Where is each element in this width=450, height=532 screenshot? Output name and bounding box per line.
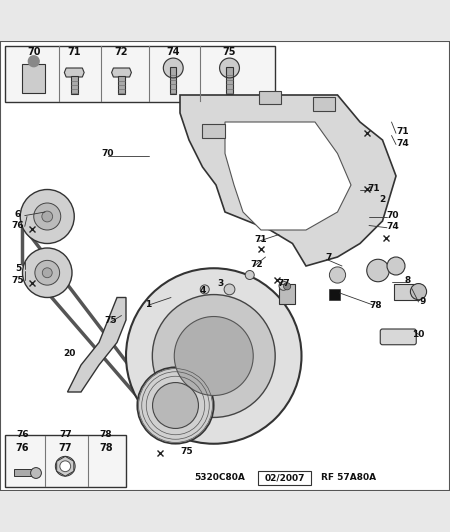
Text: 02/2007: 02/2007	[265, 473, 305, 483]
Text: 70: 70	[102, 149, 114, 158]
Bar	[313, 97, 335, 111]
Text: 7: 7	[325, 253, 332, 262]
Circle shape	[367, 259, 389, 282]
Text: 72: 72	[115, 47, 128, 57]
Text: 6: 6	[15, 210, 21, 219]
Bar	[118, 76, 125, 94]
Circle shape	[137, 367, 214, 444]
Polygon shape	[112, 68, 131, 77]
Circle shape	[28, 56, 39, 66]
Circle shape	[55, 456, 75, 476]
Circle shape	[410, 284, 427, 300]
Text: 78: 78	[99, 430, 112, 439]
Text: 71: 71	[68, 47, 81, 57]
Text: 74: 74	[396, 139, 409, 148]
Circle shape	[220, 58, 239, 78]
Circle shape	[31, 468, 41, 478]
Text: 77: 77	[58, 443, 72, 453]
Polygon shape	[68, 297, 126, 392]
Circle shape	[35, 260, 59, 285]
FancyBboxPatch shape	[380, 329, 416, 345]
Text: 2: 2	[379, 195, 386, 204]
Text: 76: 76	[16, 443, 29, 453]
Circle shape	[20, 189, 74, 244]
Text: 3: 3	[217, 279, 224, 288]
Bar	[202, 124, 225, 138]
Polygon shape	[180, 95, 396, 266]
Circle shape	[42, 268, 52, 278]
Circle shape	[163, 58, 183, 78]
Text: 72: 72	[250, 260, 263, 269]
Circle shape	[245, 270, 254, 279]
Circle shape	[126, 268, 302, 444]
Circle shape	[224, 284, 235, 295]
Circle shape	[34, 203, 61, 230]
Circle shape	[279, 281, 288, 290]
Circle shape	[152, 295, 275, 418]
Bar	[226, 67, 233, 94]
Text: 76: 76	[16, 430, 29, 439]
FancyBboxPatch shape	[258, 471, 311, 485]
Text: 77: 77	[59, 430, 72, 439]
Bar	[14, 469, 36, 476]
Text: 75: 75	[12, 276, 24, 285]
Circle shape	[329, 267, 346, 283]
Circle shape	[387, 257, 405, 275]
Polygon shape	[225, 122, 351, 230]
Text: 75: 75	[104, 317, 117, 326]
Text: 75: 75	[223, 47, 236, 57]
Bar	[328, 288, 340, 300]
Text: 71: 71	[367, 184, 380, 193]
Text: 1: 1	[145, 300, 152, 309]
Circle shape	[42, 211, 53, 222]
Text: 71: 71	[255, 235, 267, 244]
Circle shape	[200, 285, 209, 294]
Bar	[170, 67, 176, 94]
Text: 71: 71	[396, 127, 409, 136]
Bar	[259, 90, 281, 104]
Text: 8: 8	[404, 276, 410, 285]
Bar	[4, 435, 126, 486]
Circle shape	[153, 383, 198, 428]
Circle shape	[284, 282, 291, 290]
Text: 75: 75	[180, 447, 193, 456]
Text: 10: 10	[412, 330, 425, 339]
Polygon shape	[57, 456, 74, 476]
Polygon shape	[64, 68, 84, 77]
Text: 70: 70	[386, 211, 399, 220]
Text: 20: 20	[63, 349, 76, 358]
Text: 9: 9	[420, 297, 426, 306]
Circle shape	[60, 461, 71, 472]
Bar	[4, 46, 274, 102]
Text: 74: 74	[166, 47, 180, 57]
Text: 70: 70	[27, 47, 40, 57]
Text: RF 57A80A: RF 57A80A	[321, 473, 376, 483]
Text: 5: 5	[15, 264, 21, 273]
Text: 78: 78	[99, 443, 112, 453]
Text: 74: 74	[386, 222, 399, 231]
Text: 78: 78	[369, 301, 382, 310]
Text: 5320C80A: 5320C80A	[194, 473, 245, 483]
Polygon shape	[394, 284, 418, 300]
Bar	[71, 76, 78, 94]
Bar	[279, 284, 295, 304]
Text: 77: 77	[277, 279, 290, 288]
Bar	[22, 63, 45, 93]
Circle shape	[174, 317, 253, 395]
Circle shape	[22, 248, 72, 297]
Text: 76: 76	[12, 221, 24, 230]
Text: 4: 4	[199, 286, 206, 295]
